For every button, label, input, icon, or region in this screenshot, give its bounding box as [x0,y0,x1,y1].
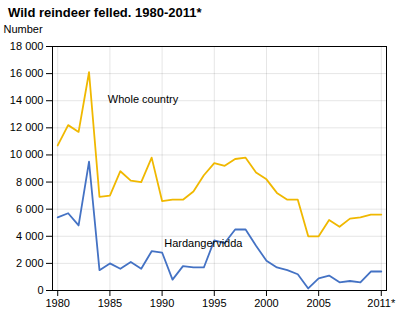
svg-text:16 000: 16 000 [10,67,44,79]
svg-text:1995: 1995 [202,297,226,309]
svg-text:0: 0 [37,284,43,296]
svg-text:6 000: 6 000 [16,203,44,215]
svg-text:2011*: 2011* [367,297,396,309]
svg-text:2000: 2000 [254,297,278,309]
svg-text:4 000: 4 000 [16,230,44,242]
svg-text:2 000: 2 000 [16,257,44,269]
svg-text:18 000: 18 000 [10,40,44,52]
html-text:Wild reindeer felled. 1980-201: Wild reindeer felled. 1980-2011* [8,5,202,20]
svg-text:14 000: 14 000 [10,94,44,106]
svg-text:10 000: 10 000 [10,148,44,160]
svg-text:2005: 2005 [306,297,330,309]
svg-text:Hardangervidda: Hardangervidda [164,237,243,249]
svg-text:8 000: 8 000 [16,176,44,188]
svg-text:12 000: 12 000 [10,121,44,133]
svg-text:1985: 1985 [98,297,122,309]
svg-text:1990: 1990 [150,297,174,309]
svg-text:Number: Number [4,23,43,35]
svg-text:1980: 1980 [45,297,69,309]
svg-text:Whole country: Whole country [108,93,179,105]
